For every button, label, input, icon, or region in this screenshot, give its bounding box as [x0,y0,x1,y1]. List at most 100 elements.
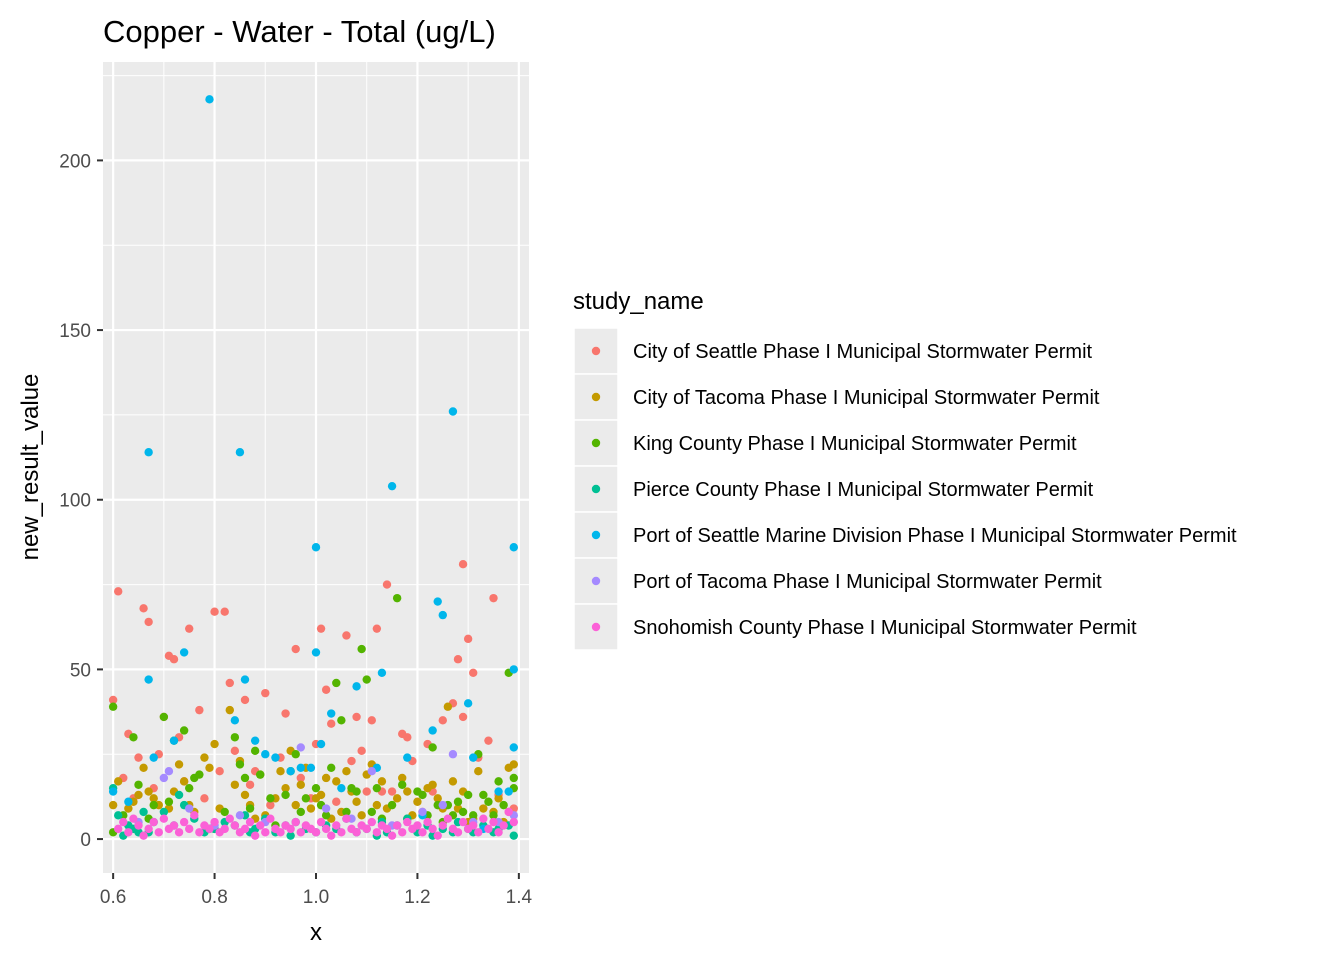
data-point [230,716,240,725]
data-point [392,821,402,830]
data-point [245,780,255,789]
data-point [448,750,458,759]
data-point [438,716,447,725]
data-point [403,787,412,796]
data-point [509,543,518,552]
data-point [230,821,240,830]
data-point [489,817,498,827]
data-point [240,824,250,834]
data-point [311,543,321,552]
data-point [509,831,518,840]
data-point [418,790,427,800]
data-point [139,763,148,773]
y-axis: 0 50 100 150 200 [59,151,103,851]
data-point [438,800,447,810]
data-point [144,787,153,796]
data-point [179,726,189,735]
data-point [463,790,473,800]
data-point [484,797,493,806]
data-point [195,705,204,715]
data-point [225,705,234,715]
data-point [261,828,270,837]
data-point [159,773,169,783]
data-point [311,648,321,657]
data-point [327,831,336,840]
data-point [377,777,387,786]
data-point [174,760,184,769]
data-point [332,797,341,806]
legend-item: City of Seattle Phase I Municipal Stormw… [573,327,1093,375]
data-point [458,712,468,722]
data-point [119,817,128,827]
x-tick-label: 1.4 [506,887,533,908]
data-point [240,675,250,684]
data-point [200,794,209,803]
data-point [469,668,478,677]
data-point [281,790,290,800]
data-point [256,770,265,779]
major-gridlines [103,62,529,873]
legend-key-point [591,346,601,356]
data-point [261,750,270,759]
x-axis: 0.6 0.8 1.0 1.2 1.4 [100,873,533,908]
legend-label: King County Phase I Municipal Stormwater… [633,433,1077,455]
data-point [362,824,371,834]
data-point [296,780,305,789]
legend-key-point [591,392,601,402]
x-axis-title: x [310,919,322,946]
data-point [169,736,179,745]
y-tick-label: 100 [59,491,91,512]
legend-label: City of Seattle Phase I Municipal Stormw… [633,341,1093,363]
legend-item: Port of Tacoma Phase I Municipal Stormwa… [573,557,1102,605]
data-point [281,783,290,793]
data-point [469,821,478,830]
data-point [276,767,285,776]
data-point [114,777,123,786]
data-point [200,753,209,762]
data-point [489,593,498,603]
data-point [469,811,478,820]
data-point [306,763,316,773]
data-point [316,739,326,749]
data-point [149,800,158,810]
data-point [195,828,204,837]
data-point [382,824,392,834]
legend-label: Snohomish County Phase I Municipal Storm… [633,617,1137,639]
data-point [387,831,397,840]
legend-key-point [591,530,601,540]
data-point [291,750,300,759]
data-point [185,783,194,793]
data-point [438,610,447,620]
data-point [398,780,407,789]
data-point [205,763,214,773]
data-point [372,800,382,810]
data-point [129,814,138,823]
legend-key-point [591,438,601,448]
data-point [337,828,346,837]
data-point [220,807,229,817]
data-point [347,756,356,766]
data-point [448,407,458,416]
data-point [164,767,174,776]
data-point [245,817,255,827]
data-point [474,828,483,837]
data-point [276,828,285,837]
data-point [479,814,488,823]
data-point [489,811,498,820]
data-point [357,811,366,820]
data-point [479,804,488,813]
data-point [261,688,270,698]
data-point [387,800,397,810]
data-point [352,828,361,837]
data-point [316,624,326,633]
data-point [114,811,123,820]
data-point [139,807,148,817]
data-point [149,753,158,762]
data-point [124,797,133,806]
data-point [124,804,133,813]
data-point [387,481,397,491]
data-point [240,773,250,783]
data-point [179,777,189,786]
data-point [337,716,346,725]
